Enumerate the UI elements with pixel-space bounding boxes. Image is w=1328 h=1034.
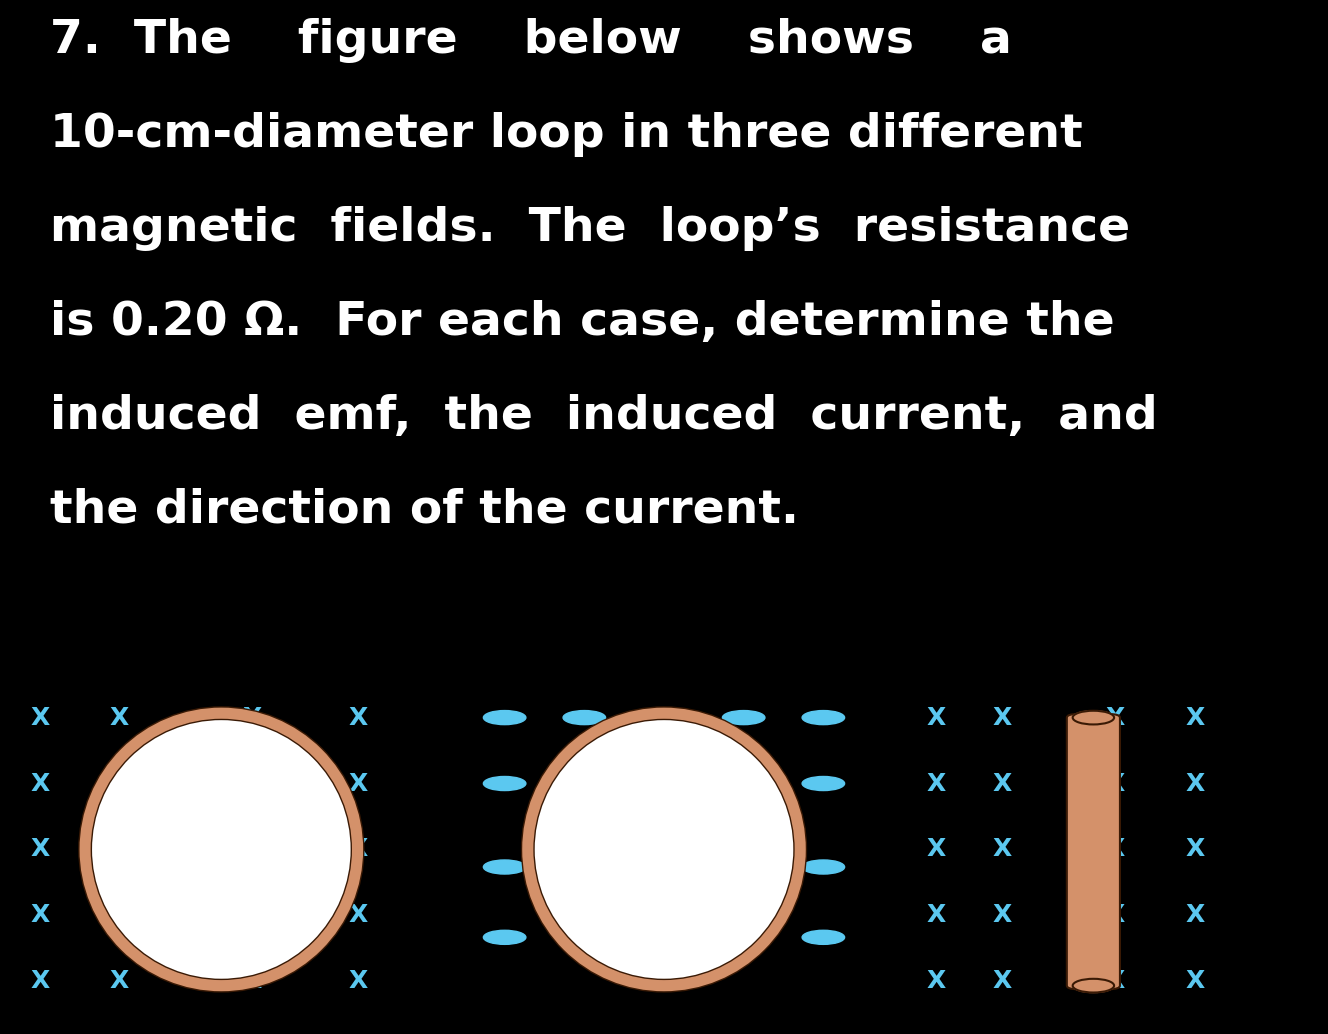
Text: X: X: [243, 771, 262, 795]
Text: (c): (c): [892, 608, 927, 632]
Text: X: X: [927, 904, 946, 927]
Text: X: X: [243, 838, 262, 861]
Circle shape: [483, 931, 526, 944]
Circle shape: [725, 932, 762, 943]
Circle shape: [722, 777, 765, 791]
Text: X: X: [993, 969, 1012, 994]
Circle shape: [802, 710, 845, 725]
Text: X: X: [993, 705, 1012, 730]
Text: X: X: [110, 904, 129, 927]
Text: induced  emf,  the  induced  current,  and: induced emf, the induced current, and: [50, 394, 1158, 438]
Text: X: X: [349, 771, 368, 795]
Ellipse shape: [527, 713, 801, 985]
Text: X: X: [1186, 904, 1204, 927]
Text: X: X: [31, 838, 49, 861]
FancyBboxPatch shape: [1066, 714, 1120, 990]
Text: X: X: [1106, 771, 1125, 795]
Text: (b): (b): [449, 608, 487, 632]
Text: X: X: [993, 838, 1012, 861]
Circle shape: [725, 778, 762, 790]
Text: B decreasing: B decreasing: [587, 647, 741, 671]
Text: at 0.50 T/s: at 0.50 T/s: [1044, 696, 1170, 720]
Circle shape: [566, 778, 603, 790]
Text: X: X: [1186, 771, 1204, 795]
Text: X: X: [31, 969, 49, 994]
Circle shape: [486, 711, 523, 724]
Circle shape: [566, 778, 603, 790]
Circle shape: [486, 778, 523, 790]
Text: X: X: [349, 705, 368, 730]
Circle shape: [802, 860, 845, 874]
Text: X: X: [110, 969, 129, 994]
Circle shape: [563, 777, 606, 791]
Circle shape: [483, 860, 526, 874]
Circle shape: [566, 932, 603, 943]
Text: X: X: [1186, 705, 1204, 730]
Text: X: X: [243, 969, 262, 994]
Circle shape: [805, 711, 842, 724]
Circle shape: [486, 932, 523, 943]
Circle shape: [722, 860, 765, 874]
Text: X: X: [927, 771, 946, 795]
Text: the direction of the current.: the direction of the current.: [50, 488, 799, 533]
Text: X: X: [110, 705, 129, 730]
Circle shape: [805, 778, 842, 790]
Text: X: X: [31, 771, 49, 795]
Text: X: X: [349, 904, 368, 927]
Circle shape: [566, 861, 603, 873]
Circle shape: [566, 861, 603, 873]
Text: X: X: [31, 904, 49, 927]
Circle shape: [725, 711, 762, 724]
Text: at 0.50 T/s: at 0.50 T/s: [158, 696, 284, 720]
Text: X: X: [993, 904, 1012, 927]
Text: X: X: [927, 969, 946, 994]
Text: is 0.20 Ω.  For each case, determine the: is 0.20 Ω. For each case, determine the: [50, 300, 1116, 344]
Text: X: X: [1106, 969, 1125, 994]
Text: X: X: [1106, 705, 1125, 730]
Circle shape: [563, 931, 606, 944]
Text: X: X: [993, 771, 1012, 795]
Circle shape: [805, 861, 842, 873]
Text: (a): (a): [7, 608, 44, 632]
Circle shape: [1073, 710, 1114, 725]
Circle shape: [725, 861, 762, 873]
Text: X: X: [927, 705, 946, 730]
Text: B decreasing: B decreasing: [1029, 647, 1183, 671]
Circle shape: [566, 711, 603, 724]
Circle shape: [722, 710, 765, 725]
Text: X: X: [31, 705, 49, 730]
Text: 10-cm-diameter loop in three different: 10-cm-diameter loop in three different: [50, 112, 1084, 157]
Text: X: X: [927, 838, 946, 861]
Circle shape: [802, 777, 845, 791]
Text: X: X: [243, 904, 262, 927]
Circle shape: [483, 777, 526, 791]
Text: X: X: [349, 969, 368, 994]
Text: at 0.50 T/s: at 0.50 T/s: [600, 696, 728, 720]
Text: X: X: [1106, 838, 1125, 861]
Text: X: X: [1186, 969, 1204, 994]
Circle shape: [486, 861, 523, 873]
Text: 7.  The    figure    below    shows    a: 7. The figure below shows a: [50, 18, 1012, 63]
Text: X: X: [349, 838, 368, 861]
Text: X: X: [243, 705, 262, 730]
Text: magnetic  fields.  The  loop’s  resistance: magnetic fields. The loop’s resistance: [50, 206, 1130, 250]
Circle shape: [563, 710, 606, 725]
Circle shape: [1073, 979, 1114, 993]
Circle shape: [725, 778, 762, 790]
Circle shape: [802, 931, 845, 944]
Text: X: X: [110, 838, 129, 861]
Ellipse shape: [85, 713, 357, 985]
Text: X: X: [110, 771, 129, 795]
Circle shape: [563, 860, 606, 874]
Circle shape: [725, 861, 762, 873]
Text: B increasing: B increasing: [149, 647, 295, 671]
Text: X: X: [1186, 838, 1204, 861]
Circle shape: [483, 710, 526, 725]
Circle shape: [722, 931, 765, 944]
Circle shape: [805, 932, 842, 943]
Text: X: X: [1106, 904, 1125, 927]
